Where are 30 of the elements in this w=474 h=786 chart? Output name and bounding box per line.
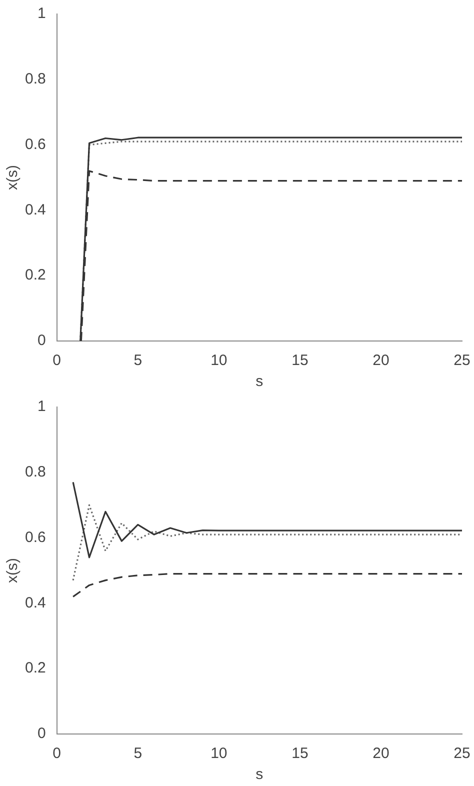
x-tick-label: 0	[52, 745, 62, 762]
y-tick-label: 0.4	[24, 594, 46, 612]
x-tick-label: 25	[454, 352, 470, 370]
y-tick-label: 0	[38, 725, 46, 742]
y-tick-label: 0.2	[24, 266, 46, 284]
x-tick-label: 10	[210, 352, 228, 370]
y-axis-title: x(s)	[4, 165, 22, 190]
x-axis-title: s	[256, 373, 264, 390]
x-tick-label: 20	[372, 352, 390, 370]
x-tick-label: 5	[134, 745, 142, 762]
x-tick-label: 10	[210, 745, 228, 762]
x-tick-label: 25	[454, 745, 470, 762]
y-tick-label: 0.2	[24, 660, 46, 677]
x-tick-label: 0	[52, 352, 62, 370]
y-tick-label: 0.8	[24, 464, 46, 481]
y-axis-title: x(s)	[4, 558, 22, 583]
x-tick-label: 5	[134, 352, 142, 370]
line-series	[72, 572, 462, 598]
line-series	[72, 504, 462, 582]
y-tick-label: 0.8	[24, 70, 46, 88]
y-tick-label: 1	[38, 398, 46, 416]
y-tick-label: 0.6	[24, 136, 46, 153]
y-tick-label: 1	[38, 5, 46, 22]
y-tick-label: 0.6	[24, 528, 46, 546]
x-axis-title: s	[256, 766, 264, 784]
y-tick-label: 0.4	[24, 201, 46, 218]
y-tick-label: 0	[38, 332, 46, 350]
x-tick-label: 15	[292, 352, 308, 370]
x-tick-label: 20	[372, 745, 390, 762]
x-tick-label: 15	[292, 745, 308, 762]
